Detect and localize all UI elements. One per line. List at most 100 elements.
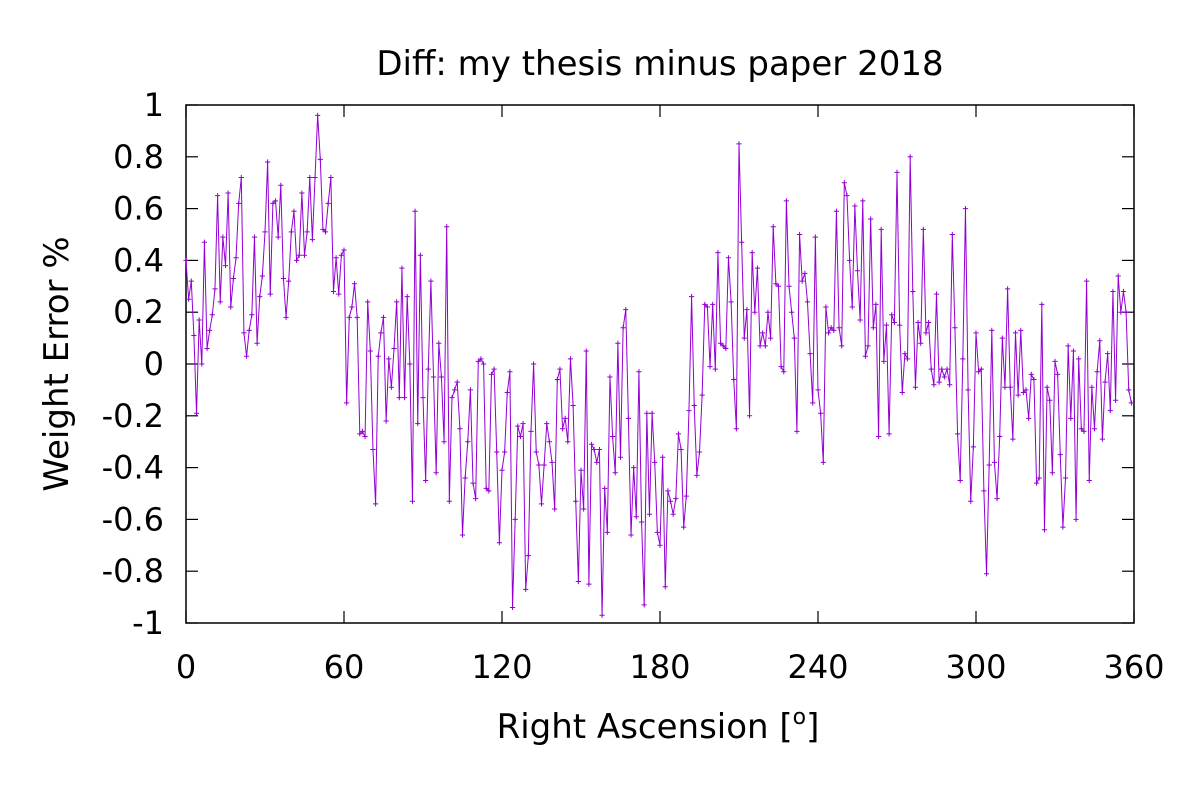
data-point bbox=[960, 356, 966, 362]
data-point bbox=[1065, 343, 1071, 349]
data-point bbox=[259, 273, 265, 279]
data-point bbox=[775, 283, 782, 289]
data-point bbox=[546, 439, 552, 445]
data-point bbox=[725, 255, 732, 261]
data-point bbox=[423, 477, 429, 484]
data-point bbox=[417, 252, 423, 258]
data-point bbox=[957, 477, 963, 484]
data-point bbox=[952, 325, 958, 331]
data-point bbox=[781, 369, 787, 375]
x-axis-label: Right Ascension [o] bbox=[497, 705, 820, 747]
data-point bbox=[338, 252, 344, 258]
data-point bbox=[559, 426, 566, 432]
data-point bbox=[918, 340, 924, 346]
data-point bbox=[970, 444, 976, 450]
data-point bbox=[976, 369, 982, 375]
data-point bbox=[844, 193, 850, 199]
data-point bbox=[1078, 426, 1084, 432]
data-point bbox=[736, 141, 742, 147]
data-point bbox=[810, 400, 816, 406]
data-point bbox=[717, 340, 724, 346]
data-point bbox=[272, 198, 279, 204]
data-point bbox=[436, 340, 442, 346]
data-point bbox=[399, 265, 405, 271]
data-point bbox=[1031, 376, 1037, 383]
data-point bbox=[270, 200, 276, 207]
data-point bbox=[193, 410, 200, 416]
data-point bbox=[333, 255, 339, 261]
data-point bbox=[322, 229, 329, 235]
data-point bbox=[488, 371, 495, 377]
data-point bbox=[1123, 309, 1129, 315]
data-point bbox=[815, 387, 821, 393]
data-point bbox=[420, 395, 426, 401]
data-point bbox=[446, 498, 452, 504]
data-point bbox=[502, 449, 508, 455]
data-point bbox=[573, 498, 579, 504]
data-point bbox=[294, 257, 300, 263]
data-point bbox=[689, 294, 695, 300]
data-point bbox=[307, 174, 313, 181]
data-point bbox=[209, 312, 215, 318]
data-point bbox=[1018, 327, 1024, 333]
data-point bbox=[870, 325, 876, 331]
data-point bbox=[425, 366, 431, 372]
y-tick-label: -1 bbox=[132, 604, 164, 642]
data-point bbox=[241, 330, 247, 336]
data-point bbox=[465, 439, 471, 445]
data-point bbox=[567, 356, 574, 362]
data-point bbox=[768, 335, 774, 341]
data-point bbox=[288, 229, 294, 235]
data-point bbox=[920, 226, 926, 232]
x-axis-label-text: Right Ascension [ bbox=[497, 707, 793, 747]
data-point bbox=[1115, 273, 1121, 279]
data-point bbox=[562, 415, 568, 421]
data-point bbox=[520, 420, 526, 427]
data-point bbox=[596, 446, 603, 453]
data-point bbox=[912, 384, 919, 390]
data-point bbox=[225, 190, 231, 196]
data-point bbox=[504, 389, 510, 396]
y-tick-label: 1 bbox=[144, 86, 164, 124]
data-point bbox=[607, 374, 613, 380]
data-point bbox=[1107, 408, 1113, 414]
data-point bbox=[1070, 348, 1077, 354]
data-point bbox=[757, 343, 763, 349]
data-point bbox=[515, 423, 521, 429]
data-point bbox=[462, 475, 468, 481]
data-point bbox=[586, 581, 592, 587]
data-point bbox=[947, 382, 953, 388]
data-point bbox=[243, 353, 250, 359]
data-point bbox=[923, 330, 929, 336]
data-point bbox=[1091, 426, 1098, 432]
data-point bbox=[283, 314, 289, 320]
data-point bbox=[962, 206, 969, 212]
data-point bbox=[383, 418, 389, 424]
data-point bbox=[765, 309, 771, 315]
data-point bbox=[915, 319, 921, 326]
x-tick-label: 0 bbox=[176, 648, 196, 686]
data-point bbox=[783, 198, 789, 204]
y-axis-label: Weight Error % bbox=[37, 236, 77, 491]
data-point bbox=[928, 366, 934, 372]
data-point bbox=[1099, 436, 1105, 442]
data-point bbox=[1041, 527, 1048, 533]
data-point bbox=[541, 462, 547, 468]
data-point bbox=[367, 348, 373, 354]
data-point bbox=[770, 224, 776, 230]
data-point bbox=[365, 299, 371, 305]
data-point bbox=[249, 312, 255, 318]
data-point bbox=[902, 351, 908, 357]
data-point bbox=[694, 472, 700, 478]
x-tick-label: 60 bbox=[324, 648, 365, 686]
data-point bbox=[936, 379, 942, 385]
data-point bbox=[910, 288, 916, 295]
data-point bbox=[965, 387, 971, 393]
data-point bbox=[354, 314, 360, 320]
x-tick-label: 300 bbox=[945, 648, 1006, 686]
data-point bbox=[320, 226, 326, 232]
data-point bbox=[278, 182, 284, 188]
data-point bbox=[1007, 384, 1013, 390]
data-point bbox=[1068, 415, 1074, 421]
data-point bbox=[517, 433, 524, 440]
